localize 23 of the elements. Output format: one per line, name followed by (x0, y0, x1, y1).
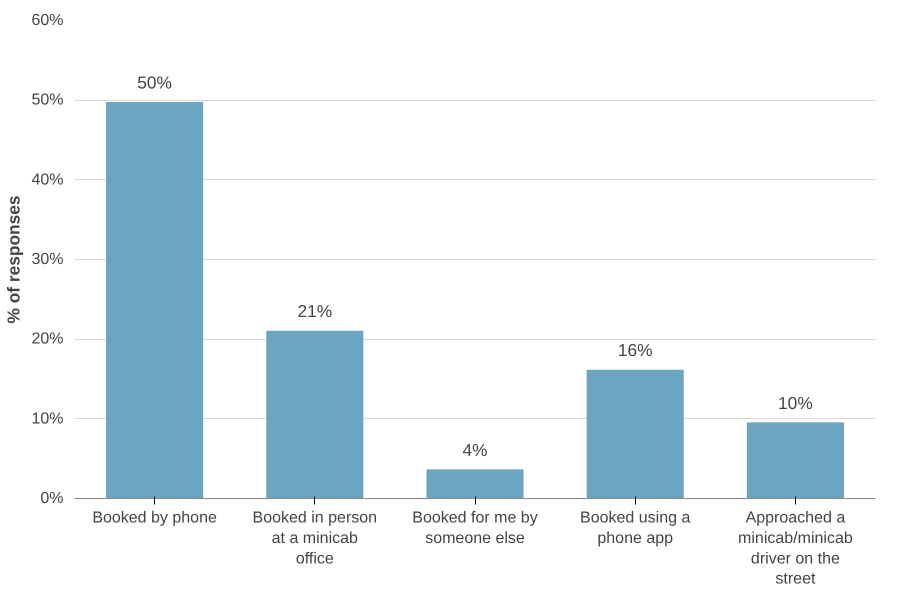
data-label: 50% (137, 72, 172, 93)
bar (746, 422, 844, 498)
y-tick-label: 50% (31, 92, 64, 109)
x-tick-label: Booked in person at a minicab office (252, 510, 378, 568)
x-tick-label: Approached a minicab/minicab driver on the street (738, 510, 853, 588)
data-label: 16% (618, 340, 653, 360)
y-tick-label: 30% (31, 251, 64, 268)
bar (106, 102, 204, 498)
bar (426, 469, 524, 498)
x-tick-label: Booked by phone (92, 510, 217, 526)
y-tick-label: 60% (31, 12, 64, 29)
data-label: 21% (297, 301, 332, 322)
y-tick-label: 40% (31, 171, 64, 188)
y-tick-label: 0% (40, 490, 64, 507)
y-tick-label: 10% (31, 410, 64, 428)
data-label: 4% (462, 440, 488, 460)
data-label: 10% (778, 392, 813, 413)
bar (266, 330, 364, 498)
y-axis-title: % of responses (3, 195, 24, 324)
x-tick-label: Booked using a phone app (580, 510, 690, 547)
y-tick-label: 20% (31, 330, 64, 348)
x-tick-label: Booked for me by someone else (412, 510, 538, 547)
bar (586, 370, 684, 498)
